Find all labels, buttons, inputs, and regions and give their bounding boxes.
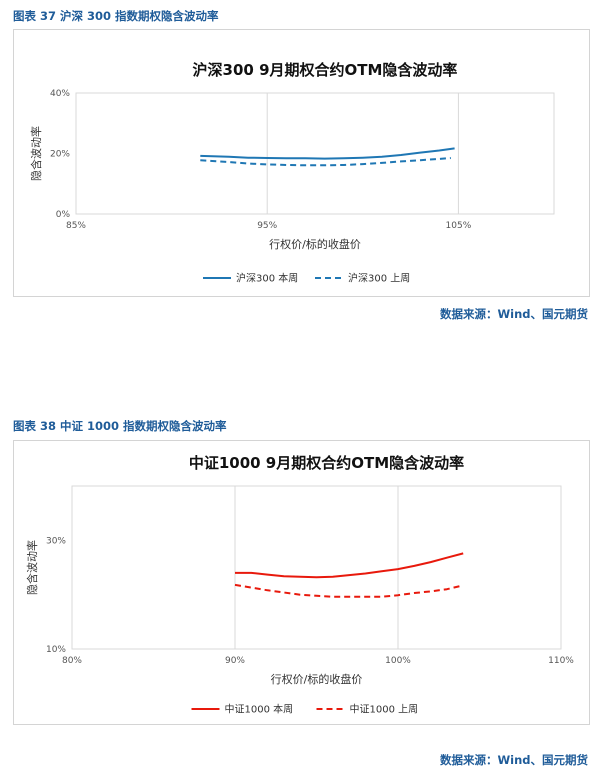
x-tick-label: 95% — [257, 221, 277, 231]
y-axis-label: 隐含波动率 — [25, 540, 39, 595]
x-axis-label: 行权价/标的收盘价 — [269, 237, 361, 251]
y-tick-label: 20% — [50, 150, 70, 160]
legend-label-2: 沪深300 上周 — [348, 272, 410, 285]
y-tick-label: 40% — [50, 89, 70, 99]
x-tick-label: 110% — [548, 656, 574, 666]
chart-1: 沪深300 9月期权合约OTM隐含波动率 85% 95% 105% 0% 20% 40% 行权… — [29, 61, 555, 285]
x-tick-label: 105% — [446, 221, 472, 231]
chart-2-panel: 中证1000 9月期权合约OTM隐含波动率 80% 90% 100% 110% 10% 30… — [13, 440, 590, 725]
figure-2-source: 数据来源：Wind、国元期货 — [439, 753, 588, 767]
chart-title: 沪深300 9月期权合约OTM隐含波动率 — [193, 61, 458, 79]
chart-1-panel: 沪深300 9月期权合约OTM隐含波动率 85% 95% 105% 0% 20% 40% 行权… — [13, 29, 590, 297]
y-axis-label: 隐含波动率 — [29, 126, 43, 181]
chart-title: 中证1000 9月期权合约OTM隐含波动率 — [189, 454, 464, 472]
legend-label-1: 沪深300 本周 — [236, 272, 298, 285]
x-tick-label: 85% — [66, 221, 86, 231]
chart-2: 中证1000 9月期权合约OTM隐含波动率 80% 90% 100% 110% 10% 30… — [25, 454, 574, 716]
figure-1-heading: 图表 37 沪深 300 指数期权隐含波动率 — [13, 9, 219, 23]
series-line-2 — [200, 157, 451, 167]
series-line-2 — [234, 583, 464, 598]
y-tick-label: 0% — [56, 210, 71, 220]
x-tick-label: 80% — [62, 656, 82, 666]
series-line-1 — [200, 147, 455, 160]
plot-area — [71, 485, 562, 650]
figure-2-heading: 图表 38 中证 1000 指数期权隐含波动率 — [13, 419, 227, 433]
plot-area — [75, 92, 555, 215]
legend-label-1: 中证1000 本周 — [225, 703, 294, 716]
x-axis-label: 行权价/标的收盘价 — [271, 672, 363, 686]
x-tick-label: 100% — [385, 656, 411, 666]
y-tick-label: 10% — [46, 645, 66, 655]
series-line-1 — [235, 552, 464, 579]
x-tick-label: 90% — [225, 656, 245, 666]
y-tick-label: 30% — [46, 536, 66, 546]
legend-label-2: 中证1000 上周 — [350, 703, 419, 716]
figure-1-source: 数据来源：Wind、国元期货 — [439, 307, 588, 321]
